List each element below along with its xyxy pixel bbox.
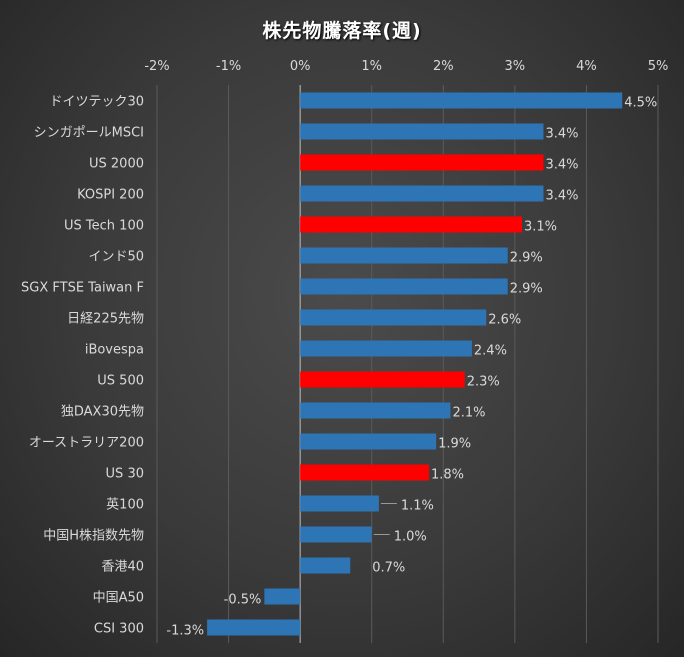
x-tick-label: 1% <box>361 59 382 74</box>
data-label: 3.1% <box>524 220 557 235</box>
bar <box>300 557 351 574</box>
x-tick-label: 4% <box>576 59 597 74</box>
bar <box>207 619 301 636</box>
bar <box>300 464 429 481</box>
x-tick-label: 5% <box>648 59 669 74</box>
bar <box>300 123 544 140</box>
category-label: インド50 <box>88 250 144 265</box>
bar <box>300 278 508 295</box>
bar <box>300 247 508 264</box>
category-label: オーストラリア200 <box>29 436 144 451</box>
x-tick-label: 3% <box>505 59 526 74</box>
category-label: 英100 <box>106 498 144 513</box>
data-label: 2.4% <box>474 344 507 359</box>
category-label: ドイツテック30 <box>49 95 144 110</box>
x-tick-label: -2% <box>144 59 169 74</box>
bar <box>300 526 372 543</box>
x-tick-label: 2% <box>433 59 454 74</box>
data-label: 2.3% <box>467 375 500 390</box>
category-label: SGX FTSE Taiwan F <box>21 281 144 296</box>
category-label: KOSPI 200 <box>77 188 144 203</box>
data-label: -0.5% <box>224 593 262 608</box>
data-label: 3.4% <box>545 127 578 142</box>
category-label: iBovespa <box>85 343 144 358</box>
x-tick-label: -1% <box>216 59 241 74</box>
data-label: 1.8% <box>431 468 464 483</box>
data-label: 0.7% <box>372 561 405 576</box>
data-label: 2.1% <box>452 406 485 421</box>
category-label: 中国H株指数先物 <box>43 529 144 544</box>
data-label: 1.1% <box>401 499 434 514</box>
data-label: -1.3% <box>166 624 204 639</box>
data-label: 1.9% <box>438 437 471 452</box>
data-label: 4.5% <box>624 96 657 111</box>
data-label: 1.0% <box>394 530 427 545</box>
bar <box>264 588 301 605</box>
category-label: US 30 <box>106 467 144 482</box>
bar <box>300 185 544 202</box>
category-label: 香港40 <box>101 560 144 575</box>
category-label: US 2000 <box>89 157 144 172</box>
x-tick-label: 0% <box>290 59 311 74</box>
category-label: US 500 <box>97 374 144 389</box>
category-label: 日経225先物 <box>67 312 144 327</box>
data-label: 2.9% <box>510 251 543 266</box>
bar <box>300 371 465 388</box>
category-label: CSI 300 <box>94 622 144 637</box>
bar <box>300 433 437 450</box>
data-label: 3.4% <box>545 158 578 173</box>
bar <box>300 309 487 326</box>
bar <box>300 154 544 171</box>
data-label: 3.4% <box>545 189 578 204</box>
category-label: 中国A50 <box>93 591 144 606</box>
category-label: US Tech 100 <box>64 219 144 234</box>
bar <box>300 340 472 357</box>
bar <box>300 92 623 109</box>
data-label: 2.6% <box>488 313 521 328</box>
bar <box>300 216 523 233</box>
bar <box>300 495 379 512</box>
data-label: 2.9% <box>510 282 543 297</box>
category-label: シンガポールMSCI <box>34 126 144 141</box>
bar <box>300 402 451 419</box>
category-label: 独DAX30先物 <box>61 405 144 420</box>
chart-title: 株先物騰落率(週) <box>262 20 422 42</box>
